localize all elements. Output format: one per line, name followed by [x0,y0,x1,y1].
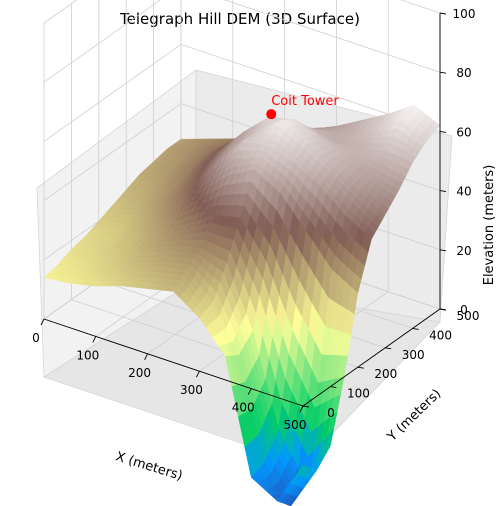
x-tick [144,353,149,361]
x-tick-label: 500 [284,418,307,432]
x-tick [247,388,252,395]
y-tick [330,386,337,389]
y-tick-label: 500 [457,309,480,323]
z-tick [439,249,447,252]
y-tick [302,405,310,408]
z-gridline [43,0,441,83]
z-gridline [43,43,441,142]
z-tick-label: 20 [456,244,471,258]
z-tick-label: 40 [456,185,471,199]
x-tick-label: 400 [232,401,255,415]
z-axis-label: Elevation (meters) [482,165,497,286]
z-tick [439,71,447,74]
z-tick-label: 80 [456,66,471,80]
y-tick-label: 200 [374,367,397,381]
dem-surface [43,104,441,506]
z-tick [439,12,447,15]
annotation-marker [266,109,277,120]
z-tick [439,308,447,311]
y-tick [412,327,419,330]
surface-patch [296,464,307,476]
y-tick-label: 0 [327,406,335,420]
z-tick [439,190,447,193]
chart-title: Telegraph Hill DEM (3D Surface) [119,10,360,28]
y-tick [357,366,364,369]
x-axis-label: X (meters) [114,449,184,484]
x-tick-label: 100 [76,348,99,362]
x-tick [92,336,97,343]
x-tick-label: 0 [32,331,40,345]
y-tick-label: 300 [402,348,425,362]
x-axis-line [43,318,304,407]
x-tick [40,318,45,326]
x-tick [299,405,304,413]
z-tick-label: 100 [453,7,476,21]
annotations: Coit Tower [266,94,339,120]
z-tick-label: 60 [456,125,471,139]
y-tick-label: 400 [429,328,452,342]
annotation-label: Coit Tower [271,94,339,109]
y-axis-line [302,308,441,407]
z-tick [439,130,447,133]
axes: 0100200300400500010020030040050002040608… [32,7,479,432]
x-tick-label: 200 [128,366,151,380]
x-tick-label: 300 [180,383,203,397]
z-tick-label: 0 [460,303,468,317]
x-tick [195,370,200,378]
y-axis-label: Y (meters) [384,386,444,445]
y-tick [385,347,392,350]
y-tick-label: 100 [347,387,370,401]
